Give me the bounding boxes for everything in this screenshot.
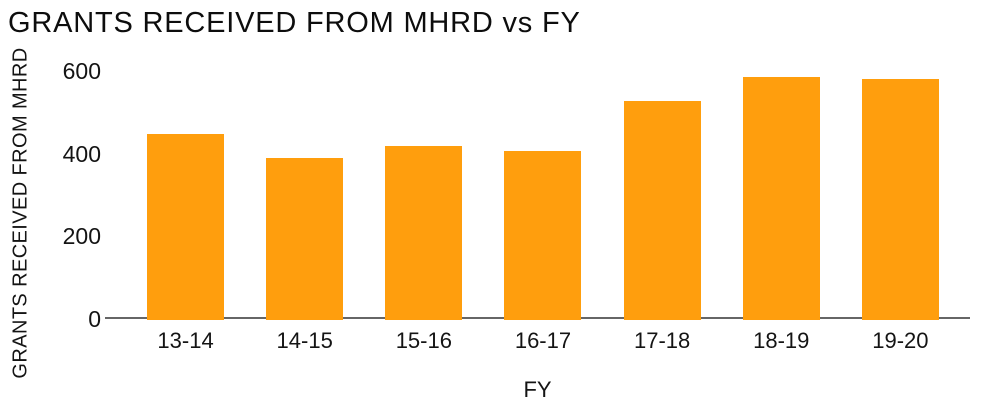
x-tick-label: 13-14	[157, 328, 214, 353]
bar-16-17	[504, 151, 582, 320]
y-tick-label: 400	[62, 140, 101, 167]
bar-15-16	[385, 145, 463, 320]
x-tick-label: 19-20	[872, 328, 929, 353]
chart-title: GRANTS RECEIVED FROM MHRD vs FY	[8, 7, 581, 39]
y-tick-label: 0	[88, 306, 101, 332]
x-tick-label: 14-15	[276, 328, 333, 353]
bar-17-18	[623, 100, 701, 320]
x-tick-label: 17-18	[633, 328, 691, 353]
y-tick-label: 200	[62, 223, 101, 250]
bar-14-15	[266, 157, 344, 320]
x-tick-label: 18-19	[753, 328, 810, 353]
y-tick-label: 600	[62, 58, 101, 84]
x-tick-label: 15-16	[395, 328, 452, 353]
bar-18-19	[742, 77, 820, 320]
bar-19-20	[861, 79, 939, 320]
bar-13-14	[147, 134, 225, 320]
x-axis-title: FY	[523, 377, 552, 402]
x-tick-label: 16-17	[514, 328, 572, 353]
